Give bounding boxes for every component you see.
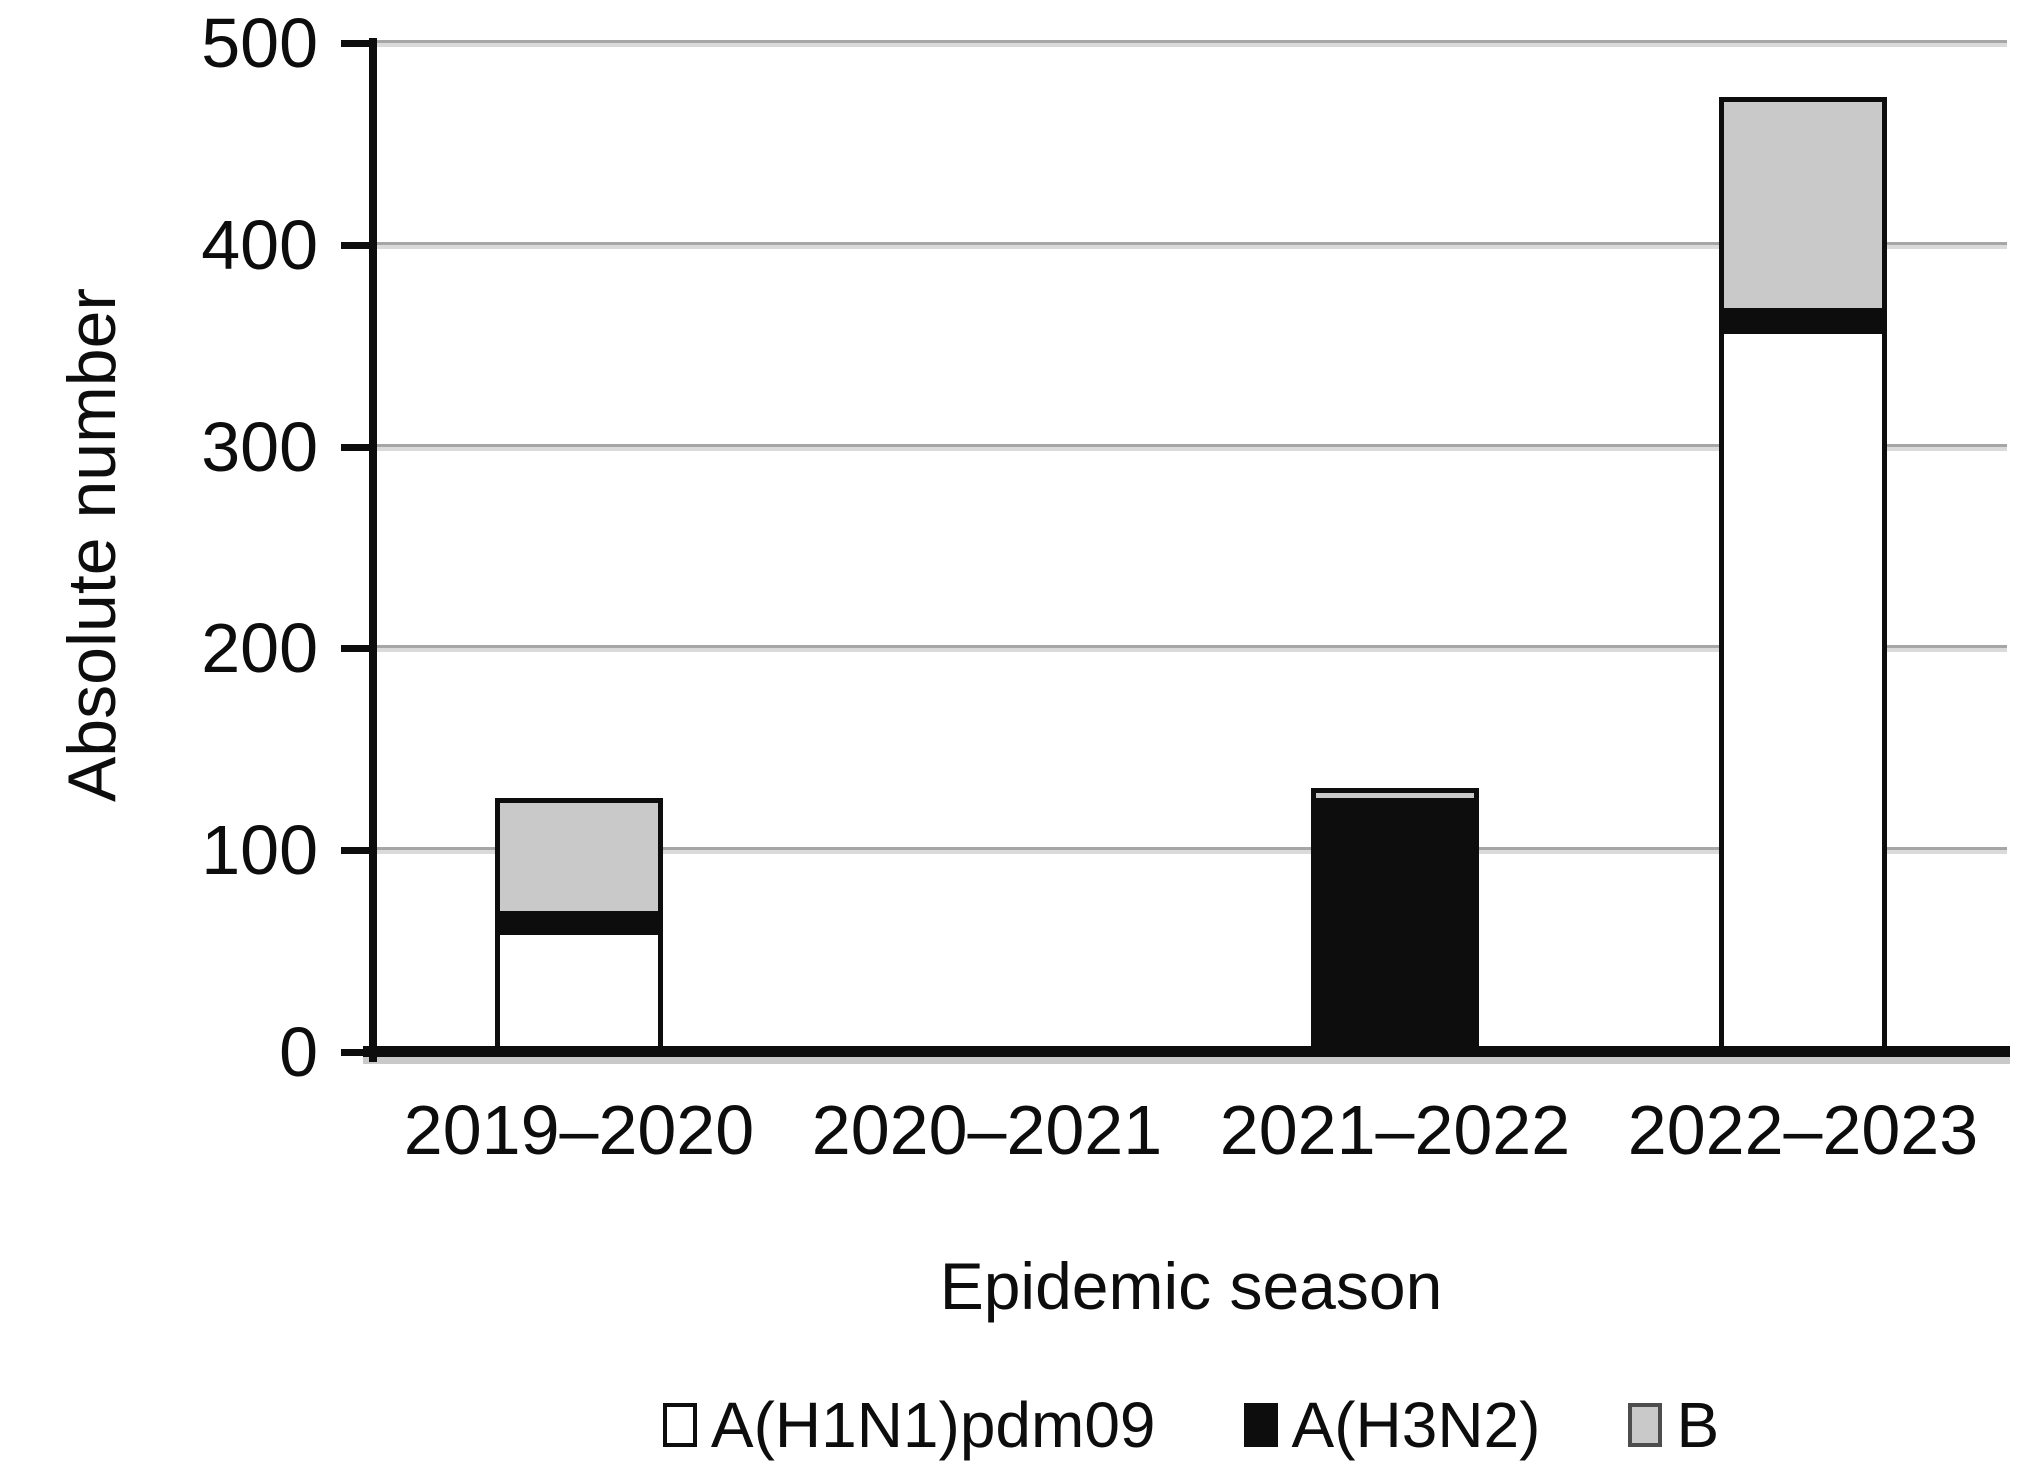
x-axis-line <box>363 1046 2010 1057</box>
legend-item-B: B <box>1628 1388 1719 1462</box>
bar-2021–2022 <box>1311 788 1479 1052</box>
legend-label-B: B <box>1676 1389 1720 1461</box>
y-tick-300 <box>341 443 375 451</box>
gridline-200 <box>375 645 2007 653</box>
bar-segment-A(H3N2)-2019–2020 <box>495 911 663 935</box>
chart-legend: A(H1N1)pdm09 A(H3N2) B <box>375 1388 2007 1462</box>
y-tick-label-300: 300 <box>201 407 318 486</box>
x-tick-label-2019–2020: 2019–2020 <box>403 1091 755 1169</box>
gridline-500 <box>375 40 2007 47</box>
bar-segment-A(H3N2)-2022–2023 <box>1719 308 1887 334</box>
bar-segment-A(H1N1)pdm09-2022–2023 <box>1719 334 1887 1052</box>
bar-outline-2021–2022 <box>1311 788 1479 1052</box>
bar-segment-B-2021–2022 <box>1311 788 1479 798</box>
y-tick-label-400: 400 <box>201 205 318 284</box>
y-tick-500 <box>341 40 375 47</box>
x-tick-label-2020–2021: 2020–2021 <box>811 1091 1163 1169</box>
legend-swatch-A(H1N1)pdm09 <box>662 1403 697 1447</box>
y-tick-label-100: 100 <box>201 811 318 890</box>
x-axis-title: Epidemic season <box>939 1249 1443 1323</box>
x-tick-label-2022–2023: 2022–2023 <box>1627 1091 1979 1169</box>
legend-swatch-A(H3N2) <box>1243 1403 1278 1447</box>
legend-label-A(H1N1)pdm09: A(H1N1)pdm09 <box>710 1389 1156 1461</box>
x-axis-shadow <box>363 1057 2010 1064</box>
bar-segment-B-2019–2020 <box>495 798 663 911</box>
bar-segment-A(H1N1)pdm09-2019–2020 <box>495 935 663 1052</box>
y-tick-200 <box>341 645 375 653</box>
bar-2022–2023 <box>1719 97 1887 1052</box>
bar-2019–2020 <box>495 798 663 1052</box>
gridline-100 <box>375 847 2007 855</box>
y-tick-label-500: 500 <box>201 4 318 82</box>
y-tick-0 <box>341 1049 375 1056</box>
legend-item-A(H3N2): A(H3N2) <box>1243 1388 1541 1462</box>
x-tick-label-2021–2022: 2021–2022 <box>1219 1091 1571 1169</box>
legend-swatch-B <box>1628 1403 1663 1447</box>
y-tick-label-0: 0 <box>279 1013 318 1091</box>
bar-segment-A(H3N2)-2021–2022 <box>1311 798 1479 1052</box>
y-axis-line <box>369 38 377 1062</box>
gridline-400 <box>375 241 2007 249</box>
gridline-300 <box>375 443 2007 451</box>
y-tick-label-200: 200 <box>201 609 318 688</box>
bar-outline-2022–2023 <box>1719 97 1887 1052</box>
bar-outline-2019–2020 <box>495 798 663 1052</box>
y-tick-400 <box>341 241 375 249</box>
y-tick-100 <box>341 847 375 855</box>
legend-item-A(H1N1)pdm09: A(H1N1)pdm09 <box>662 1388 1156 1462</box>
legend-label-A(H3N2): A(H3N2) <box>1291 1389 1541 1461</box>
bar-segment-B-2022–2023 <box>1719 98 1887 308</box>
